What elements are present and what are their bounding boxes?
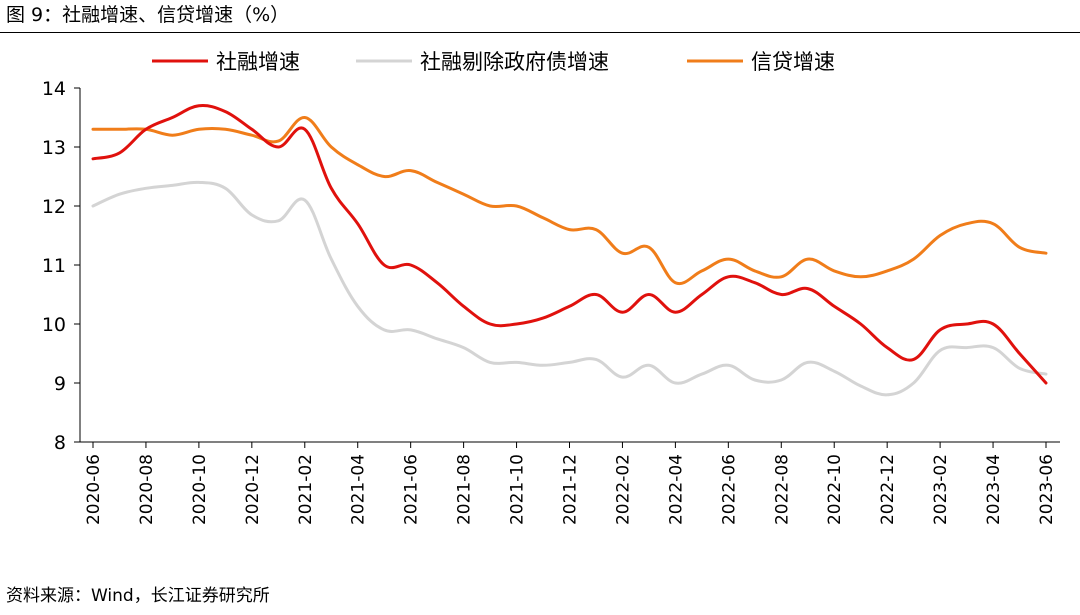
y-tick-label: 11: [42, 255, 66, 277]
y-tick-label: 10: [42, 314, 66, 336]
x-tick-label: 2020-10: [190, 454, 210, 525]
x-tick-label: 2022-04: [666, 454, 686, 525]
y-tick-label: 14: [42, 78, 66, 100]
x-tick-label: 2023-02: [931, 454, 951, 525]
x-tick-label: 2023-04: [984, 454, 1004, 525]
x-tick-label: 2021-10: [508, 454, 528, 525]
series-line-0: [91, 103, 1048, 385]
x-tick-label: 2021-02: [296, 454, 316, 525]
legend-label-0: 社融增速: [216, 50, 300, 74]
x-tick-label: 2022-10: [825, 454, 845, 525]
y-tick-label: 13: [42, 137, 66, 159]
x-tick-label: 2023-06: [1037, 454, 1057, 525]
x-tick-label: 2021-12: [561, 454, 581, 525]
series-lines: [91, 103, 1048, 397]
x-tick-label: 2020-06: [84, 454, 104, 525]
source-note: 资料来源：Wind，长江证券研究所: [6, 586, 270, 606]
x-tick-label: 2022-08: [772, 454, 792, 525]
axes: 8 9 10 11 12 13 14 2020-06 2020-08 2020-10 2020-12…: [42, 78, 1060, 525]
title-divider: [0, 32, 1080, 33]
y-tick-label: 9: [54, 373, 66, 395]
series-line-1: [91, 180, 1048, 397]
x-tick-label: 2022-02: [613, 454, 633, 525]
x-tick-label: 2021-06: [402, 454, 422, 525]
figure-title: 图 9：社融增速、信贷增速（%）: [6, 4, 290, 26]
x-tick-label: 2021-04: [349, 454, 369, 525]
legend-label-1: 社融剔除政府债增速: [420, 50, 609, 74]
x-tick-label: 2020-08: [137, 454, 157, 525]
y-tick-label: 12: [42, 196, 66, 218]
x-tick-label: 2022-06: [719, 454, 739, 525]
legend: 社融增速 社融剔除政府债增速 信贷增速: [152, 50, 835, 74]
x-tick-label: 2021-08: [455, 454, 475, 525]
y-tick-label: 8: [54, 432, 66, 454]
series-line-2: [91, 116, 1048, 286]
x-tick-label: 2020-12: [243, 454, 263, 525]
legend-label-2: 信贷增速: [751, 50, 835, 74]
x-tick-label: 2022-12: [878, 454, 898, 525]
line-chart: 8 9 10 11 12 13 14 2020-06 2020-08 2020-10 2020-12…: [42, 50, 1060, 525]
